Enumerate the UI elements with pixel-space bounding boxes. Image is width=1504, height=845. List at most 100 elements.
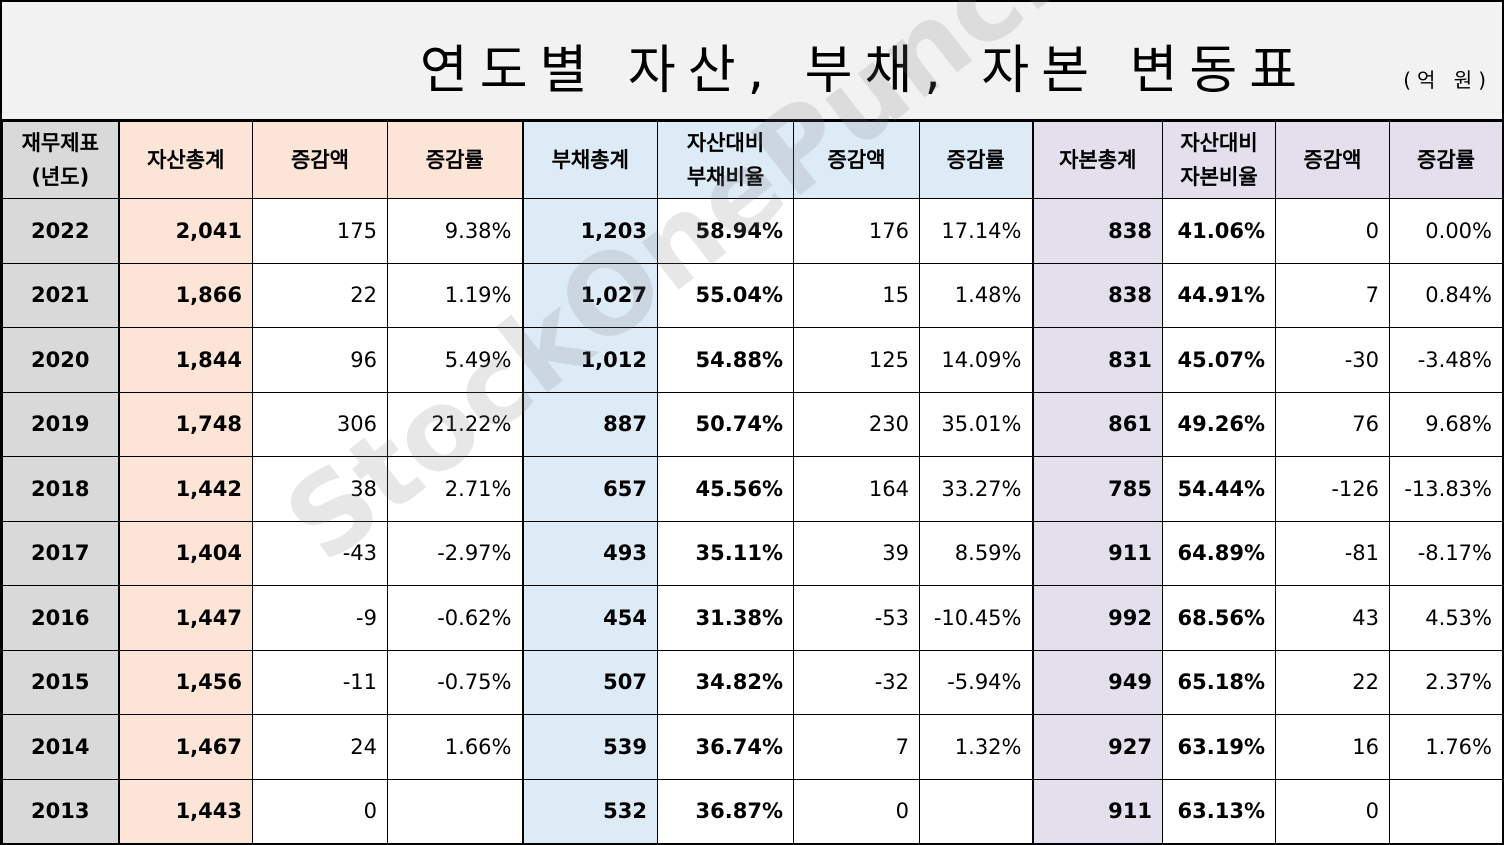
cell-debt-ratio[interactable]: 58.94% <box>657 198 794 264</box>
header-equity-ratio[interactable]: 자산대비 자본비율 <box>1162 121 1276 199</box>
cell-equity-change[interactable]: 16 <box>1275 714 1390 780</box>
cell-equity-change[interactable]: 0 <box>1275 198 1390 264</box>
cell-equity-change[interactable]: 43 <box>1275 585 1390 651</box>
cell-equity-change[interactable]: -126 <box>1275 456 1390 522</box>
cell-total-equity[interactable]: 949 <box>1032 649 1163 715</box>
cell-total-debt[interactable]: 493 <box>522 520 658 586</box>
cell-debt-ratio[interactable]: 31.38% <box>657 585 794 651</box>
cell-year[interactable]: 2016 <box>2 585 120 651</box>
cell-debt-change[interactable]: 15 <box>793 262 920 328</box>
cell-total-assets[interactable]: 1,866 <box>118 262 253 328</box>
cell-total-equity[interactable]: 911 <box>1032 520 1163 586</box>
cell-year[interactable]: 2015 <box>2 649 120 715</box>
cell-equity-ratio[interactable]: 64.89% <box>1162 520 1276 586</box>
cell-total-assets[interactable]: 2,041 <box>118 198 253 264</box>
cell-debt-rate[interactable]: -5.94% <box>919 649 1034 715</box>
cell-asset-change[interactable]: 96 <box>252 327 388 393</box>
cell-equity-ratio[interactable]: 65.18% <box>1162 649 1276 715</box>
cell-asset-change[interactable]: 22 <box>252 262 388 328</box>
cell-total-equity[interactable]: 831 <box>1032 327 1163 393</box>
header-debt-change[interactable]: 증감액 <box>793 121 920 199</box>
cell-debt-change[interactable]: 7 <box>793 714 920 780</box>
cell-asset-rate[interactable]: 5.49% <box>387 327 524 393</box>
cell-equity-change[interactable]: 7 <box>1275 262 1390 328</box>
header-total-debt[interactable]: 부채총계 <box>522 121 658 199</box>
cell-year[interactable]: 2020 <box>2 327 120 393</box>
cell-debt-rate[interactable]: 17.14% <box>919 198 1034 264</box>
cell-asset-rate[interactable]: 1.19% <box>387 262 524 328</box>
cell-total-equity[interactable]: 838 <box>1032 262 1163 328</box>
cell-debt-ratio[interactable]: 35.11% <box>657 520 794 586</box>
cell-debt-change[interactable]: 230 <box>793 391 920 457</box>
header-total-equity[interactable]: 자본총계 <box>1032 121 1163 199</box>
cell-debt-rate[interactable]: 1.48% <box>919 262 1034 328</box>
cell-year[interactable]: 2019 <box>2 391 120 457</box>
cell-total-assets[interactable]: 1,748 <box>118 391 253 457</box>
cell-total-assets[interactable]: 1,443 <box>118 778 253 844</box>
cell-total-debt[interactable]: 539 <box>522 714 658 780</box>
cell-equity-ratio[interactable]: 44.91% <box>1162 262 1276 328</box>
header-debt-rate[interactable]: 증감률 <box>919 121 1034 199</box>
cell-equity-ratio[interactable]: 41.06% <box>1162 198 1276 264</box>
cell-total-debt[interactable]: 1,012 <box>522 327 658 393</box>
cell-asset-rate[interactable] <box>387 778 524 844</box>
cell-debt-change[interactable]: 164 <box>793 456 920 522</box>
cell-total-equity[interactable]: 838 <box>1032 198 1163 264</box>
cell-equity-change[interactable]: 76 <box>1275 391 1390 457</box>
cell-equity-ratio[interactable]: 63.13% <box>1162 778 1276 844</box>
cell-equity-rate[interactable]: 0.84% <box>1389 262 1503 328</box>
cell-debt-rate[interactable]: 14.09% <box>919 327 1034 393</box>
cell-asset-change[interactable]: 0 <box>252 778 388 844</box>
cell-total-equity[interactable]: 992 <box>1032 585 1163 651</box>
cell-debt-ratio[interactable]: 50.74% <box>657 391 794 457</box>
cell-asset-change[interactable]: -9 <box>252 585 388 651</box>
cell-equity-ratio[interactable]: 68.56% <box>1162 585 1276 651</box>
header-year[interactable]: 재무제표 (년도) <box>2 121 120 199</box>
header-equity-change[interactable]: 증감액 <box>1275 121 1390 199</box>
cell-debt-change[interactable]: 176 <box>793 198 920 264</box>
cell-equity-change[interactable]: -81 <box>1275 520 1390 586</box>
cell-equity-ratio[interactable]: 45.07% <box>1162 327 1276 393</box>
cell-asset-change[interactable]: 38 <box>252 456 388 522</box>
cell-year[interactable]: 2021 <box>2 262 120 328</box>
cell-total-assets[interactable]: 1,844 <box>118 327 253 393</box>
cell-total-assets[interactable]: 1,456 <box>118 649 253 715</box>
cell-equity-rate[interactable]: 1.76% <box>1389 714 1503 780</box>
cell-total-equity[interactable]: 861 <box>1032 391 1163 457</box>
cell-equity-rate[interactable]: 0.00% <box>1389 198 1503 264</box>
cell-asset-rate[interactable]: -0.75% <box>387 649 524 715</box>
cell-total-debt[interactable]: 1,027 <box>522 262 658 328</box>
cell-asset-change[interactable]: 306 <box>252 391 388 457</box>
cell-debt-ratio[interactable]: 36.87% <box>657 778 794 844</box>
cell-total-debt[interactable]: 454 <box>522 585 658 651</box>
cell-total-equity[interactable]: 911 <box>1032 778 1163 844</box>
header-equity-rate[interactable]: 증감률 <box>1389 121 1503 199</box>
cell-debt-change[interactable]: -32 <box>793 649 920 715</box>
cell-equity-ratio[interactable]: 49.26% <box>1162 391 1276 457</box>
cell-asset-change[interactable]: 24 <box>252 714 388 780</box>
cell-equity-rate[interactable] <box>1389 778 1503 844</box>
cell-debt-change[interactable]: 125 <box>793 327 920 393</box>
cell-asset-change[interactable]: -11 <box>252 649 388 715</box>
cell-asset-rate[interactable]: 2.71% <box>387 456 524 522</box>
cell-debt-change[interactable]: -53 <box>793 585 920 651</box>
cell-debt-ratio[interactable]: 34.82% <box>657 649 794 715</box>
cell-total-equity[interactable]: 785 <box>1032 456 1163 522</box>
cell-debt-rate[interactable]: 8.59% <box>919 520 1034 586</box>
cell-asset-change[interactable]: -43 <box>252 520 388 586</box>
cell-asset-rate[interactable]: -0.62% <box>387 585 524 651</box>
cell-debt-change[interactable]: 0 <box>793 778 920 844</box>
cell-debt-rate[interactable]: 35.01% <box>919 391 1034 457</box>
header-debt-ratio[interactable]: 자산대비 부채비율 <box>657 121 794 199</box>
cell-year[interactable]: 2013 <box>2 778 120 844</box>
header-asset-change[interactable]: 증감액 <box>252 121 388 199</box>
cell-equity-ratio[interactable]: 54.44% <box>1162 456 1276 522</box>
cell-debt-rate[interactable]: 1.32% <box>919 714 1034 780</box>
cell-debt-ratio[interactable]: 36.74% <box>657 714 794 780</box>
cell-asset-rate[interactable]: 21.22% <box>387 391 524 457</box>
cell-debt-rate[interactable] <box>919 778 1034 844</box>
cell-debt-ratio[interactable]: 54.88% <box>657 327 794 393</box>
cell-equity-ratio[interactable]: 63.19% <box>1162 714 1276 780</box>
cell-total-debt[interactable]: 1,203 <box>522 198 658 264</box>
cell-debt-change[interactable]: 39 <box>793 520 920 586</box>
